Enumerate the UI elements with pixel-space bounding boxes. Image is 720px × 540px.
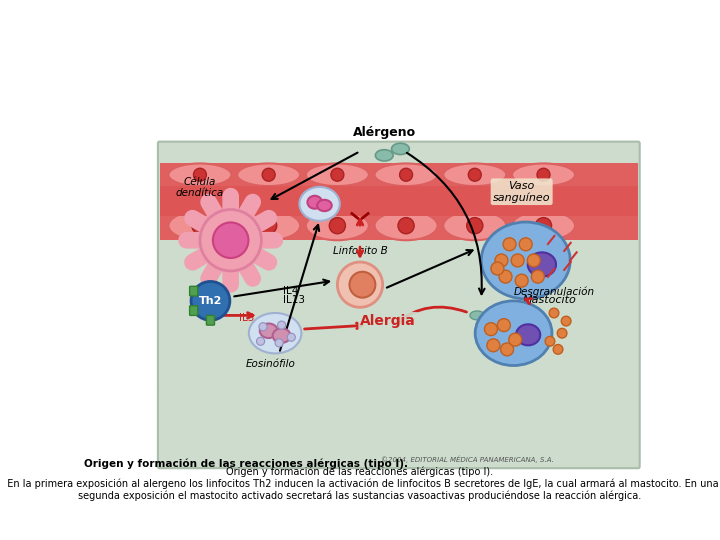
FancyArrowPatch shape — [192, 218, 228, 239]
Circle shape — [545, 336, 555, 346]
Ellipse shape — [444, 211, 506, 240]
Text: Th2: Th2 — [199, 296, 222, 306]
FancyArrowPatch shape — [232, 202, 253, 238]
FancyBboxPatch shape — [207, 315, 215, 325]
Circle shape — [487, 339, 500, 352]
Bar — [160, 186, 638, 216]
Text: Mastocito: Mastocito — [523, 295, 577, 305]
Circle shape — [467, 218, 483, 234]
Circle shape — [262, 168, 275, 181]
Text: Alérgeno: Alérgeno — [353, 126, 416, 139]
Circle shape — [329, 218, 346, 234]
Text: IgE: IgE — [320, 203, 338, 213]
Text: ©2004, EDITORIAL MÉDICA PANAMERICANA, S.A.: ©2004, EDITORIAL MÉDICA PANAMERICANA, S.… — [381, 455, 554, 463]
Ellipse shape — [528, 252, 556, 276]
Ellipse shape — [392, 143, 409, 154]
Text: Desgranulación: Desgranulación — [513, 286, 595, 297]
Circle shape — [553, 345, 563, 354]
FancyBboxPatch shape — [158, 141, 639, 468]
FancyArrowPatch shape — [209, 242, 229, 279]
Text: IL5: IL5 — [239, 313, 254, 323]
Ellipse shape — [306, 164, 369, 186]
Ellipse shape — [249, 313, 302, 353]
Ellipse shape — [470, 311, 485, 320]
Text: Origen y formación de las reacciones alérgicas (tipo I).
  En la primera exposic: Origen y formación de las reacciones alé… — [1, 467, 719, 502]
Ellipse shape — [237, 164, 300, 186]
Circle shape — [331, 168, 344, 181]
Circle shape — [516, 274, 528, 287]
Ellipse shape — [482, 315, 497, 324]
Circle shape — [194, 168, 207, 181]
Text: Vaso
sanguíneo: Vaso sanguíneo — [493, 181, 550, 203]
Ellipse shape — [168, 164, 231, 186]
Ellipse shape — [260, 323, 277, 338]
Circle shape — [192, 218, 208, 234]
Ellipse shape — [300, 187, 340, 221]
FancyArrowPatch shape — [233, 241, 269, 262]
Ellipse shape — [168, 211, 231, 240]
Ellipse shape — [306, 211, 369, 240]
Circle shape — [256, 338, 265, 345]
Circle shape — [511, 254, 524, 267]
FancyArrowPatch shape — [192, 241, 228, 262]
Circle shape — [398, 218, 414, 234]
Bar — [160, 164, 638, 240]
FancyBboxPatch shape — [189, 306, 198, 315]
Ellipse shape — [375, 150, 393, 161]
Circle shape — [536, 218, 552, 234]
Text: Origen y formación de las reacciones alérgicas (tipo I).: Origen y formación de las reacciones alé… — [84, 458, 408, 469]
Text: IL13: IL13 — [283, 295, 305, 305]
Circle shape — [338, 262, 382, 307]
Circle shape — [562, 316, 571, 326]
FancyArrowPatch shape — [233, 218, 269, 239]
Ellipse shape — [516, 325, 540, 345]
Ellipse shape — [273, 328, 290, 343]
Text: Alergia: Alergia — [361, 314, 416, 328]
FancyArrowPatch shape — [232, 242, 253, 279]
Circle shape — [213, 222, 248, 258]
Ellipse shape — [307, 196, 322, 208]
Circle shape — [259, 323, 267, 331]
Circle shape — [537, 168, 550, 181]
Circle shape — [557, 328, 567, 338]
Ellipse shape — [512, 164, 575, 186]
Circle shape — [500, 343, 513, 356]
Circle shape — [191, 281, 230, 320]
Text: IL4: IL4 — [283, 286, 299, 295]
Circle shape — [499, 270, 512, 283]
Circle shape — [503, 238, 516, 251]
Circle shape — [485, 323, 498, 336]
Circle shape — [275, 339, 283, 347]
Text: Eosinófilo: Eosinófilo — [246, 359, 296, 369]
Circle shape — [277, 321, 286, 329]
Circle shape — [200, 210, 261, 271]
Circle shape — [261, 218, 276, 234]
Circle shape — [519, 238, 532, 251]
Circle shape — [498, 319, 510, 332]
Text: Linfocito B: Linfocito B — [333, 246, 387, 256]
Ellipse shape — [481, 222, 570, 299]
FancyArrowPatch shape — [209, 202, 229, 238]
Circle shape — [468, 168, 481, 181]
Ellipse shape — [237, 211, 300, 240]
Circle shape — [495, 254, 508, 267]
Ellipse shape — [317, 200, 332, 211]
FancyBboxPatch shape — [189, 286, 198, 296]
Circle shape — [527, 254, 540, 267]
Circle shape — [549, 308, 559, 318]
Circle shape — [287, 333, 295, 341]
Ellipse shape — [444, 164, 506, 186]
Ellipse shape — [512, 211, 575, 240]
Ellipse shape — [374, 164, 438, 186]
Circle shape — [349, 272, 375, 298]
Ellipse shape — [374, 211, 438, 240]
Circle shape — [491, 262, 504, 275]
Text: Célula
dendítica: Célula dendítica — [176, 177, 224, 198]
Ellipse shape — [475, 301, 552, 366]
Circle shape — [531, 270, 544, 283]
Circle shape — [400, 168, 413, 181]
Circle shape — [509, 333, 522, 346]
